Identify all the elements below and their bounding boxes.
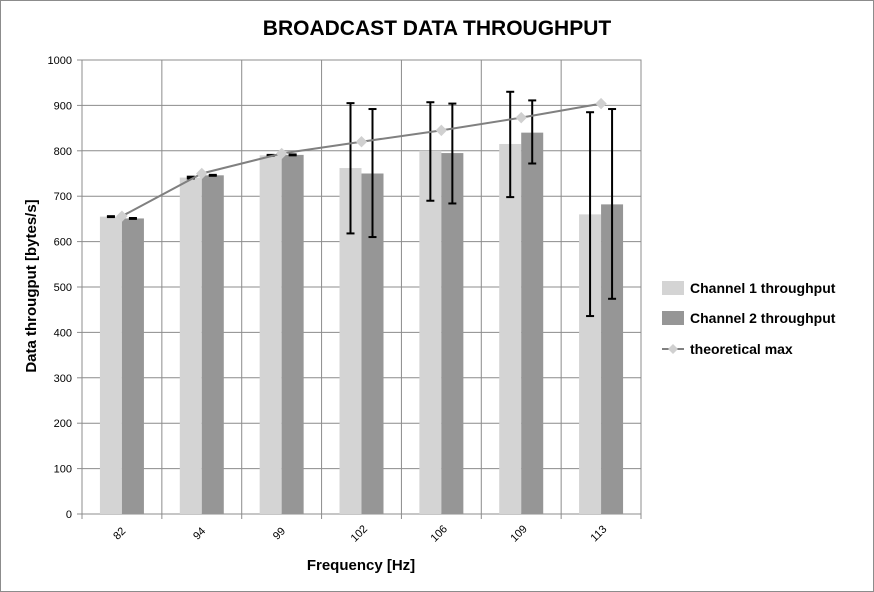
x-tick-label: 99 xyxy=(271,525,288,542)
legend-label-3: theoretical max xyxy=(690,341,793,357)
bar-1-113 xyxy=(579,214,602,515)
y-axis-label: Data througput [bytes/s] xyxy=(23,199,40,372)
diamond-marker xyxy=(196,167,208,180)
diamond-marker xyxy=(116,210,128,222)
x-tick-label: 94 xyxy=(191,525,208,542)
y-tick-label: 700 xyxy=(54,191,72,203)
y-tick-label: 900 xyxy=(54,100,72,112)
y-tick-label: 200 xyxy=(54,418,72,430)
bar-1-94 xyxy=(179,177,202,514)
bar-1-82 xyxy=(99,216,122,514)
diamond-marker xyxy=(595,97,607,110)
y-axis-ticks: 0 100 200 300 400 500 600 700 800 900 1000 xyxy=(48,55,72,521)
legend-swatch-2 xyxy=(662,311,684,325)
theoretical-max-line xyxy=(116,97,607,222)
diamond-marker xyxy=(275,147,288,160)
legend: Channel 1 throughput Channel 2 throughput… xyxy=(662,280,836,357)
legend-label-1: Channel 1 throughput xyxy=(690,280,836,296)
diamond-marker xyxy=(435,124,448,137)
bar-1-99 xyxy=(259,155,282,514)
bar-2-94 xyxy=(201,175,224,515)
x-axis-label: Frequency [Hz] xyxy=(307,557,415,574)
y-tick-label: 0 xyxy=(66,509,72,521)
y-tick-label: 100 xyxy=(54,464,72,476)
chart-title: BROADCAST DATA THROUGHPUT xyxy=(263,17,612,40)
x-axis-ticks: 82 94 99 102 106 109 113 xyxy=(111,523,609,544)
error-bars xyxy=(106,90,617,318)
bar-2-113 xyxy=(601,204,624,514)
x-tick-label: 109 xyxy=(508,523,529,544)
bar-1-106 xyxy=(419,150,442,515)
x-tick-label: 102 xyxy=(349,523,370,544)
diamond-marker xyxy=(355,136,368,148)
bar-2-82 xyxy=(121,218,144,515)
bars xyxy=(99,132,624,515)
legend-label-2: Channel 2 throughput xyxy=(690,310,836,326)
diamond-marker xyxy=(515,111,527,124)
bar-2-99 xyxy=(281,154,304,515)
x-tick-label: 113 xyxy=(589,523,610,544)
y-tick-label: 600 xyxy=(54,237,72,249)
x-tick-label: 106 xyxy=(429,523,450,544)
legend-diamond-marker xyxy=(668,344,678,354)
bar-1-102 xyxy=(339,168,362,514)
bar-1-109 xyxy=(499,143,522,515)
bar-2-106 xyxy=(441,153,464,514)
y-tick-label: 800 xyxy=(54,146,72,158)
legend-swatch-1 xyxy=(662,281,684,295)
y-tick-label: 500 xyxy=(54,282,72,294)
bar-2-102 xyxy=(361,173,384,514)
y-tick-label: 300 xyxy=(54,373,72,385)
x-tick-label: 82 xyxy=(111,525,128,542)
y-tick-label: 1000 xyxy=(48,55,72,67)
y-tick-label: 400 xyxy=(54,327,72,339)
bar-2-109 xyxy=(521,132,544,514)
